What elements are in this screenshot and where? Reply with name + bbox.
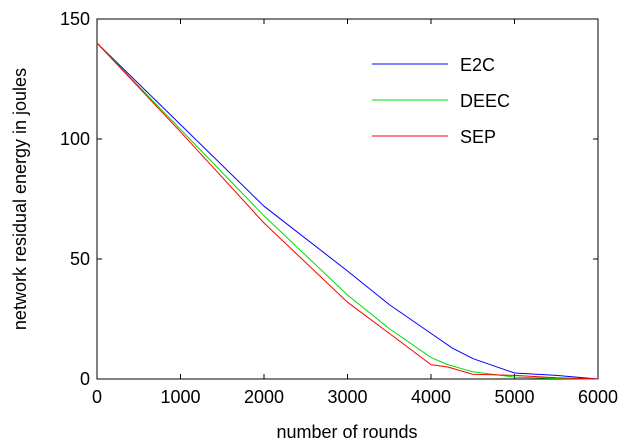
y-axis-label: network residual energy in joules <box>10 68 30 330</box>
plot-area <box>96 18 599 380</box>
x-tick-label: 2000 <box>244 387 284 407</box>
legend-label-sep: SEP <box>460 127 496 147</box>
x-axis-ticks: 0 1000 2000 3000 4000 5000 6000 <box>92 19 618 407</box>
y-axis-ticks: 0 50 100 150 <box>60 9 598 389</box>
series-line-e2c <box>96 42 599 380</box>
y-tick-label: 50 <box>70 249 90 269</box>
x-tick-label: 6000 <box>578 387 618 407</box>
x-tick-label: 3000 <box>327 387 367 407</box>
legend-label-e2c: E2C <box>460 55 495 75</box>
x-tick-label: 1000 <box>160 387 200 407</box>
series-line-deec <box>96 42 599 380</box>
x-tick-label: 4000 <box>411 387 451 407</box>
x-tick-label: 0 <box>92 387 102 407</box>
y-tick-label: 150 <box>60 9 90 29</box>
y-tick-label: 0 <box>80 369 90 389</box>
legend: E2C DEEC SEP <box>372 55 510 147</box>
series-lines <box>96 42 599 380</box>
series-line-sep <box>96 42 599 380</box>
x-tick-label: 5000 <box>494 387 534 407</box>
legend-label-deec: DEEC <box>460 91 510 111</box>
y-tick-label: 100 <box>60 129 90 149</box>
x-axis-label: number of rounds <box>276 422 417 442</box>
